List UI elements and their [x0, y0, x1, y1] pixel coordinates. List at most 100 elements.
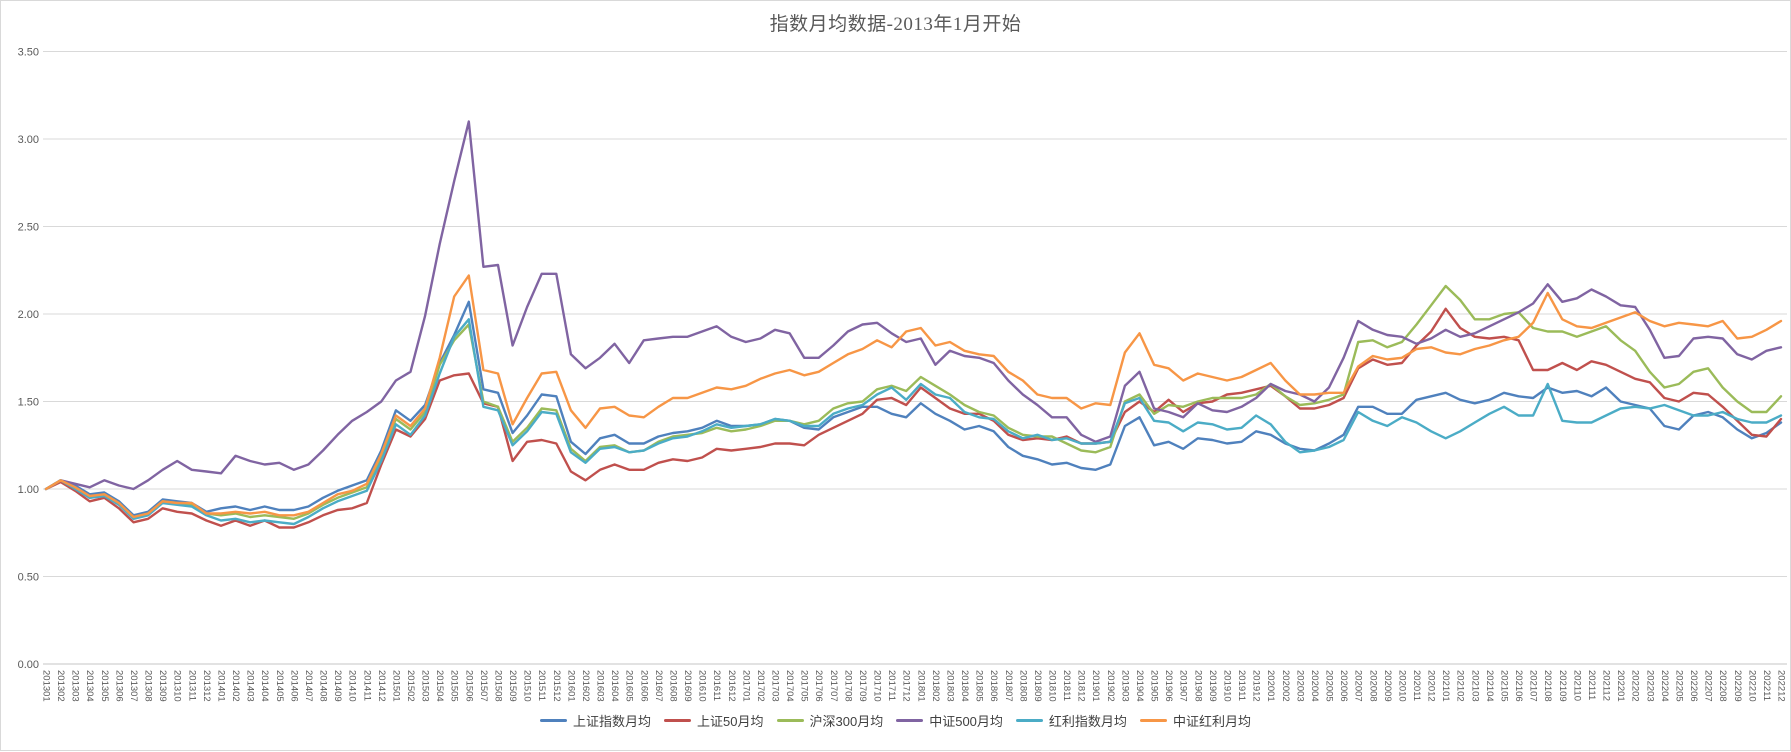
- x-axis-tick-label: 201504: [434, 670, 445, 702]
- x-axis-tick-label: 202006: [1338, 670, 1349, 702]
- x-axis-tick-label: 202109: [1557, 670, 1568, 702]
- x-axis-tick-label: 202212: [1776, 670, 1787, 702]
- legend-item-csi-dividend[interactable]: 中证红利月均: [1139, 711, 1251, 730]
- y-axis-tick-label: 1.00: [18, 484, 39, 496]
- x-axis-tick-label: 202012: [1426, 670, 1437, 702]
- x-axis-tick-label: 201901: [1090, 670, 1101, 702]
- x-axis-tick-label: 201601: [565, 670, 576, 702]
- x-axis-tick-label: 202009: [1382, 670, 1393, 702]
- x-axis-tick-label: 201909: [1207, 670, 1218, 702]
- legend-line-swatch-sse50: [664, 719, 692, 722]
- x-axis-tick-label: 202102: [1455, 670, 1466, 702]
- x-axis-tick-label: 201307: [128, 670, 139, 702]
- series-line-csi500: [44, 120, 1783, 491]
- x-axis-tick-label: 201609: [682, 670, 693, 702]
- x-axis-tick-label: 202101: [1440, 670, 1451, 702]
- x-axis-tick-label: 201406: [288, 670, 299, 702]
- x-axis-tick-label: 201906: [1163, 670, 1174, 702]
- x-axis-tick-label: 201306: [113, 670, 124, 702]
- legend-item-dividend-index[interactable]: 红利指数月均: [1015, 711, 1127, 730]
- x-axis-tick-label: 201606: [638, 670, 649, 702]
- x-axis-tick-label: 201911: [1236, 670, 1247, 701]
- x-axis-tick-label: 202110: [1571, 670, 1582, 701]
- x-axis-tick-label: 201903: [1119, 670, 1130, 702]
- x-axis-tick-label: 202209: [1732, 670, 1743, 702]
- series-line-sse-composite: [44, 300, 1783, 517]
- x-axis-tick-label: 201604: [609, 670, 620, 702]
- x-axis-tick-label: 201405: [274, 670, 285, 702]
- y-axis-tick-label: 3.50: [18, 47, 39, 59]
- x-axis-tick-label: 201502: [405, 670, 416, 702]
- x-axis-tick-label: 201510: [522, 670, 533, 702]
- x-axis-tick-label: 202111: [1586, 670, 1597, 700]
- x-axis-tick-label: 202211: [1761, 670, 1772, 701]
- x-axis-tick-label: 201907: [1178, 670, 1189, 702]
- legend-label: 红利指数月均: [1048, 714, 1127, 729]
- x-axis-tick-label: 201802: [930, 670, 941, 702]
- x-axis-tick-label: 201403: [245, 670, 256, 702]
- legend-line-swatch-csi-dividend: [1139, 719, 1167, 722]
- x-axis-tick-label: 201302: [55, 670, 66, 702]
- x-axis-tick-label: 201704: [784, 670, 795, 702]
- x-axis-tick-label: 201803: [944, 670, 955, 702]
- x-axis-tick-label: 202011: [1411, 670, 1422, 701]
- x-axis-tick-label: 201808: [1017, 670, 1028, 702]
- x-axis-tick-label: 201702: [755, 670, 766, 702]
- x-axis-tick-label: 201811: [1061, 670, 1072, 701]
- x-axis-tick-label: 201410: [347, 670, 358, 702]
- legend-label: 上证50月均: [697, 714, 764, 729]
- x-axis-tick-label: 202005: [1324, 670, 1335, 702]
- x-axis-tick-label: 201612: [726, 670, 737, 702]
- x-axis-tick-label: 202202: [1630, 670, 1641, 702]
- x-axis-tick-label: 202207: [1703, 670, 1714, 702]
- x-axis-tick-label: 201807: [1003, 670, 1014, 702]
- x-axis-tick-label: 201603: [595, 670, 606, 702]
- x-axis-tick-label: 202203: [1644, 670, 1655, 702]
- x-axis-tick-label: 202105: [1499, 670, 1510, 702]
- legend-line-swatch-sse-composite: [540, 719, 568, 722]
- x-axis-tick-label: 201507: [478, 670, 489, 702]
- legend-item-csi300[interactable]: 沪深300月均: [776, 711, 883, 730]
- legend-line-swatch-csi500: [896, 719, 924, 722]
- x-axis-tick-label: 201404: [259, 670, 270, 702]
- x-axis-tick-label: 201804: [959, 670, 970, 702]
- x-axis-tick-label: 201503: [420, 670, 431, 702]
- x-axis-tick-label: 201508: [493, 670, 504, 702]
- x-axis-tick-label: 202007: [1353, 670, 1364, 702]
- x-axis-tick-label: 201408: [318, 670, 329, 702]
- legend-label: 中证红利月均: [1172, 714, 1251, 729]
- x-axis-tick-label: 201910: [1222, 670, 1233, 702]
- x-axis-tick-label: 201810: [1047, 670, 1058, 702]
- x-axis-tick-label: 201509: [507, 670, 518, 702]
- legend-label: 上证指数月均: [573, 714, 652, 729]
- series-line-sse50: [44, 307, 1783, 529]
- chart-title: 指数月均数据-2013年1月开始: [769, 14, 1022, 35]
- x-axis-tick-label: 201411: [361, 670, 372, 701]
- x-axis-tick-label: 201602: [580, 670, 591, 702]
- x-axis-tick-label: 202001: [1265, 670, 1276, 702]
- legend-item-csi500[interactable]: 中证500月均: [896, 711, 1003, 730]
- x-axis-tick-label: 201505: [449, 670, 460, 702]
- legend-item-sse-composite[interactable]: 上证指数月均: [540, 711, 651, 730]
- x-axis-tick-label: 201607: [653, 670, 664, 702]
- x-axis-tick-label: 201709: [857, 670, 868, 702]
- x-axis-tick-label: 201605: [624, 670, 635, 702]
- x-axis-tick-label: 201608: [667, 670, 678, 702]
- y-axis-tick-label: 0.50: [18, 572, 39, 584]
- x-axis-tick-label: 201506: [463, 670, 474, 702]
- x-axis-tick-label: 202208: [1717, 670, 1728, 702]
- y-axis-tick-label: 0.00: [18, 659, 39, 671]
- x-axis-tick-label: 201707: [828, 670, 839, 702]
- x-axis-tick-label: 201701: [740, 670, 751, 702]
- x-axis-tick-label: 202201: [1615, 670, 1626, 702]
- legend-item-sse50[interactable]: 上证50月均: [664, 711, 764, 730]
- x-axis-tick-label: 201409: [332, 670, 343, 702]
- y-axis-tick-label: 1.50: [18, 397, 39, 409]
- x-axis-tick-label: 202008: [1367, 670, 1378, 702]
- x-axis-tick-label: 201308: [143, 670, 154, 702]
- x-axis-tick-label: 201402: [230, 670, 241, 702]
- x-axis-tick-label: 202210: [1746, 670, 1757, 702]
- x-axis-tick-label: 202204: [1659, 670, 1670, 702]
- x-axis-tick-label: 201904: [1134, 670, 1145, 702]
